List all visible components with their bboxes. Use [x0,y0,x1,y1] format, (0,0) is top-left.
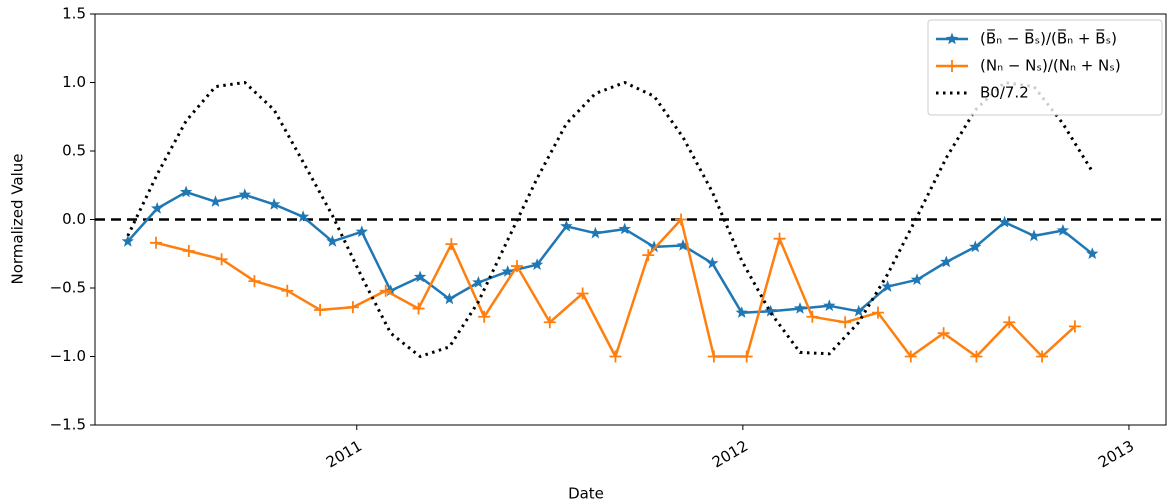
marker-star [238,188,251,201]
marker-plus [346,301,359,314]
legend-box [927,19,1163,116]
marker-plus [970,350,983,363]
series [126,81,1094,358]
x-tick-label: 2013 [1095,437,1137,472]
marker-star [1086,247,1099,259]
marker-star [881,280,894,292]
marker-star [706,256,719,269]
marker-star [852,304,865,317]
marker-star [530,258,544,270]
marker-star [560,219,573,232]
y-tick-label: 1.5 [62,5,86,23]
marker-star [472,276,485,288]
marker-star [618,222,631,235]
plot-frame [94,13,1167,426]
marker-plus [806,310,819,323]
marker-star [179,185,193,198]
marker-star [443,292,456,305]
marker-plus [248,275,261,288]
y-tick-label: 1.0 [62,73,86,91]
marker-plus [609,350,622,363]
legend: (B̅ₙ − B̅ₛ)/(B̅ₙ + B̅ₛ) (Nₙ − Nₛ)/(Nₙ + N… [927,19,1163,116]
y-axis-label: Normalized Value [9,153,27,284]
series-line [126,190,1094,314]
marker-plus [150,236,163,249]
marker-plus [314,303,327,316]
marker-star [940,255,953,268]
marker-plus [576,287,589,300]
marker-plus [1036,350,1049,363]
marker-plus [740,350,753,363]
marker-star [793,302,807,314]
marker-plus [412,302,425,315]
marker-plus [182,245,195,258]
marker-star [268,197,281,210]
marker-star [676,239,690,251]
y-tick-label: 0.5 [62,142,86,160]
marker-plus [904,350,917,363]
series-line [126,81,1094,358]
series [121,185,1099,318]
y-tick-label: −1.0 [50,347,86,365]
marker-star [355,225,368,238]
legend-label: (B̅ₙ − B̅ₛ)/(B̅ₙ + B̅ₛ) [980,29,1117,48]
marker-plus [642,249,655,262]
marker-plus [1003,316,1016,329]
legend-label: (Nₙ − Nₛ)/(Nₙ + Nₛ) [980,57,1121,75]
marker-plus [675,213,688,226]
marker-star [998,215,1011,228]
marker-star [501,265,514,277]
marker-plus [871,306,884,319]
x-tick-label: 2011 [323,437,365,472]
marker-star [209,195,222,207]
marker-plus [445,238,458,251]
marker-plus [937,327,950,340]
series [150,213,1081,363]
marker-plus [839,316,852,329]
marker-star [735,306,748,318]
y-tick-label: −1.5 [50,416,86,434]
marker-plus [707,350,720,363]
marker-star [121,234,134,247]
marker-star [945,32,959,45]
marker-plus [773,232,786,245]
marker-plus [281,284,294,297]
marker-plus [478,310,491,323]
series-line [155,218,1076,358]
marker-star [647,240,661,253]
marker-star [589,226,602,239]
marker-star [823,299,836,312]
legend-label: B0/7.2 [980,84,1029,102]
marker-plus [946,60,958,72]
marker-plus [379,284,392,297]
marker-star [296,210,310,222]
marker-star [1027,229,1041,242]
marker-star [764,304,777,317]
marker-star [969,240,982,253]
marker-star [910,273,924,285]
marker-star [326,234,339,247]
marker-star [151,202,164,214]
marker-plus [510,260,523,273]
marker-plus [215,253,228,266]
y-tick-label: 0.0 [62,210,86,228]
x-tick-label: 2012 [709,437,751,472]
marker-star [413,270,427,283]
x-axis-label: Date [568,485,604,503]
marker-star [1056,224,1070,236]
marker-plus [1068,320,1081,333]
marker-plus [543,316,556,329]
y-tick-label: −0.5 [50,279,86,297]
